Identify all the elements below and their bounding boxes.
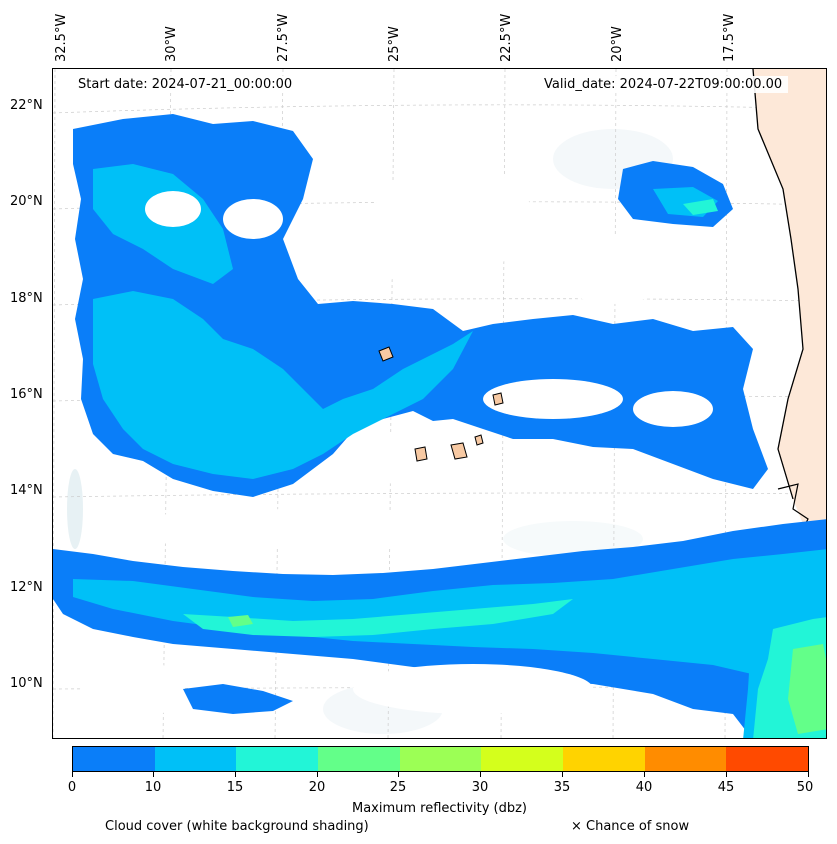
colorbar-segment: [726, 747, 809, 771]
lon-label-17-5w: 17.5°W: [722, 13, 737, 62]
lon-label-32-5w: 32.5°W: [54, 13, 69, 62]
lat-label-14n: 14°N: [10, 483, 43, 498]
colorbar-tick-label: 10: [144, 780, 162, 795]
lon-label-30w: 30°W: [164, 26, 179, 62]
snow-note: × Chance of snow: [571, 819, 690, 834]
lat-label-18n: 18°N: [10, 291, 43, 306]
colorbar-tick-label: 45: [717, 780, 735, 795]
reflectivity-20-25: [228, 615, 826, 734]
reflectivity-map: [53, 69, 826, 738]
valid-date-label: Valid_date: 2024-07-22T09:00:00.00: [538, 76, 789, 93]
colorbar-segment: [563, 747, 645, 771]
colorbar-tick-label: 25: [389, 780, 407, 795]
cloud-cover-note: Cloud cover (white background shading): [105, 819, 369, 834]
colorbar-tick-label: 30: [471, 780, 489, 795]
colorbar-tick-label: 20: [308, 780, 326, 795]
start-date-label: Start date: 2024-07-21_00:00:00: [72, 76, 299, 93]
lon-label-27-5w: 27.5°W: [276, 13, 291, 62]
lat-label-22n: 22°N: [10, 98, 43, 113]
colorbar-segment: [481, 747, 564, 771]
lat-label-20n: 20°N: [10, 194, 43, 209]
colorbar-segment: [644, 747, 727, 771]
lon-label-25w: 25°W: [387, 26, 402, 62]
colorbar-segment: [73, 747, 155, 771]
colorbar-segment: [154, 747, 237, 771]
colorbar-tick-label: 35: [553, 780, 571, 795]
lat-label-10n: 10°N: [10, 676, 43, 691]
colorbar-tick-label: 0: [67, 780, 77, 795]
colorbar-segment: [236, 747, 319, 771]
colorbar-segment: [399, 747, 482, 771]
islands: [378, 346, 504, 462]
clear-gaps: [83, 164, 713, 719]
colorbar-tick-label: 15: [226, 780, 244, 795]
colorbar: [72, 746, 809, 772]
lon-label-20w: 20°W: [610, 26, 625, 62]
map-panel[interactable]: [52, 68, 827, 739]
lon-label-22-5w: 22.5°W: [499, 13, 514, 62]
lat-label-12n: 12°N: [10, 580, 43, 595]
colorbar-title: Maximum reflectivity (dbz): [352, 801, 527, 816]
colorbar-tick-label: 50: [796, 780, 814, 795]
lat-label-16n: 16°N: [10, 387, 43, 402]
colorbar-tick-label: 40: [635, 780, 653, 795]
colorbar-segment: [318, 747, 400, 771]
